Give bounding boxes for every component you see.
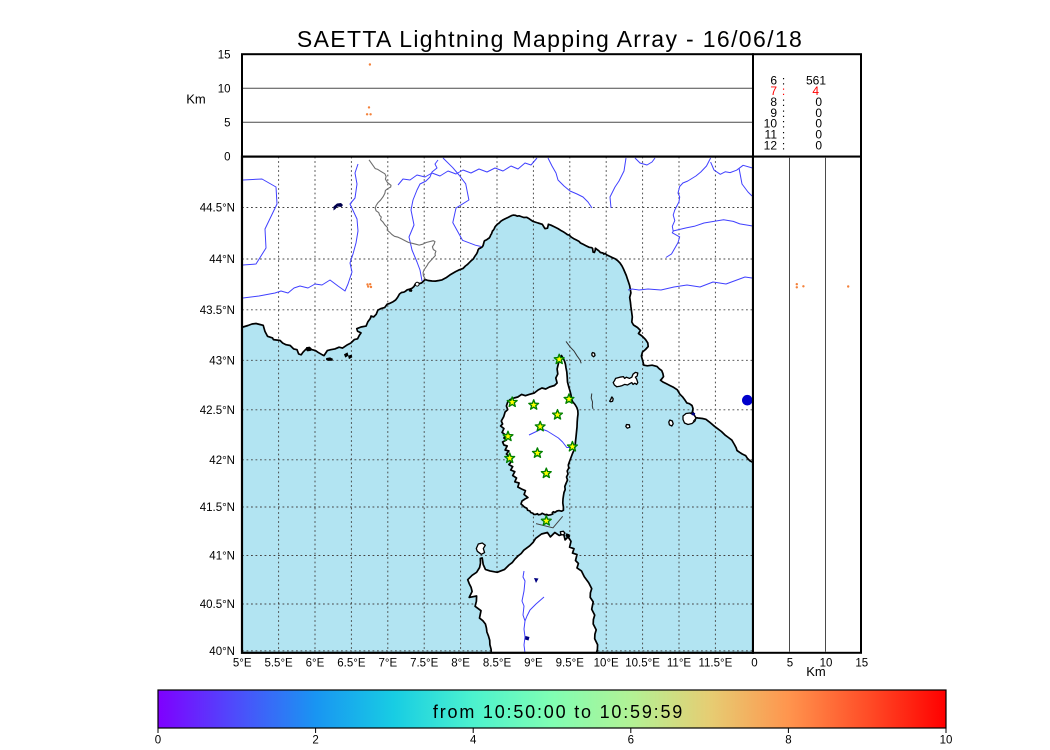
svg-text:4: 4 xyxy=(470,735,477,747)
svg-text:11: 11 xyxy=(765,128,778,142)
svg-text:40°N: 40°N xyxy=(209,646,235,658)
svg-text:0: 0 xyxy=(155,735,161,747)
svg-text:Km: Km xyxy=(186,92,206,107)
svg-text::: : xyxy=(782,117,785,131)
svg-text:10: 10 xyxy=(940,735,953,747)
svg-text:8: 8 xyxy=(785,735,791,747)
svg-text:15: 15 xyxy=(855,658,868,670)
svg-text:4: 4 xyxy=(812,84,819,98)
svg-text:15: 15 xyxy=(218,49,231,61)
svg-text:7.5°E: 7.5°E xyxy=(410,658,439,670)
svg-text::: : xyxy=(782,138,785,152)
svg-text:9: 9 xyxy=(770,106,777,120)
svg-text:42°N: 42°N xyxy=(209,455,235,467)
svg-text:from 10:50:00 to 10:59:59: from 10:50:00 to 10:59:59 xyxy=(433,702,684,722)
svg-text:0: 0 xyxy=(815,128,822,142)
svg-text:44°N: 44°N xyxy=(209,254,235,266)
svg-text:43.5°N: 43.5°N xyxy=(200,305,235,317)
svg-text:10: 10 xyxy=(764,117,778,131)
svg-text:5°E: 5°E xyxy=(233,658,252,670)
svg-text:40.5°N: 40.5°N xyxy=(200,599,235,611)
svg-text:0: 0 xyxy=(815,95,822,109)
svg-text:10.5°E: 10.5°E xyxy=(625,658,660,670)
svg-text:7: 7 xyxy=(770,84,777,98)
svg-text:9°E: 9°E xyxy=(524,658,543,670)
svg-text::: : xyxy=(782,128,785,142)
svg-text:42.5°N: 42.5°N xyxy=(200,405,235,417)
svg-text::: : xyxy=(782,73,785,87)
svg-text::: : xyxy=(782,106,785,120)
svg-text::: : xyxy=(782,95,785,109)
svg-text:11.5°E: 11.5°E xyxy=(698,658,732,670)
svg-text:8°E: 8°E xyxy=(451,658,470,670)
svg-text:7°E: 7°E xyxy=(378,658,397,670)
svg-text::: : xyxy=(782,84,785,98)
svg-text:8: 8 xyxy=(770,95,777,109)
svg-text:0: 0 xyxy=(815,117,822,131)
svg-text:41°N: 41°N xyxy=(209,551,235,563)
svg-text:561: 561 xyxy=(806,73,826,87)
svg-text:0: 0 xyxy=(815,106,822,120)
svg-text:10°E: 10°E xyxy=(594,658,619,670)
svg-text:41.5°N: 41.5°N xyxy=(200,502,235,514)
svg-text:12: 12 xyxy=(764,138,778,152)
svg-text:10: 10 xyxy=(820,658,833,670)
svg-text:43°N: 43°N xyxy=(209,355,235,367)
svg-text:6: 6 xyxy=(628,735,634,747)
svg-text:44.5°N: 44.5°N xyxy=(200,203,235,215)
svg-text:SAETTA Lightning Mapping Array: SAETTA Lightning Mapping Array - 16/06/1… xyxy=(297,26,803,52)
svg-text:Km: Km xyxy=(806,664,826,679)
svg-text:5: 5 xyxy=(224,118,230,130)
svg-text:6: 6 xyxy=(770,73,777,87)
svg-text:9.5°E: 9.5°E xyxy=(556,658,585,670)
svg-text:5.5°E: 5.5°E xyxy=(264,658,293,670)
svg-text:6°E: 6°E xyxy=(306,658,325,670)
svg-text:5: 5 xyxy=(787,658,793,670)
svg-text:6.5°E: 6.5°E xyxy=(337,658,366,670)
svg-text:8.5°E: 8.5°E xyxy=(483,658,512,670)
svg-text:0: 0 xyxy=(751,658,757,670)
svg-text:0: 0 xyxy=(815,138,822,152)
svg-text:2: 2 xyxy=(312,735,318,747)
svg-text:11°E: 11°E xyxy=(667,658,692,670)
svg-text:0: 0 xyxy=(224,152,230,164)
svg-text:10: 10 xyxy=(218,83,231,95)
